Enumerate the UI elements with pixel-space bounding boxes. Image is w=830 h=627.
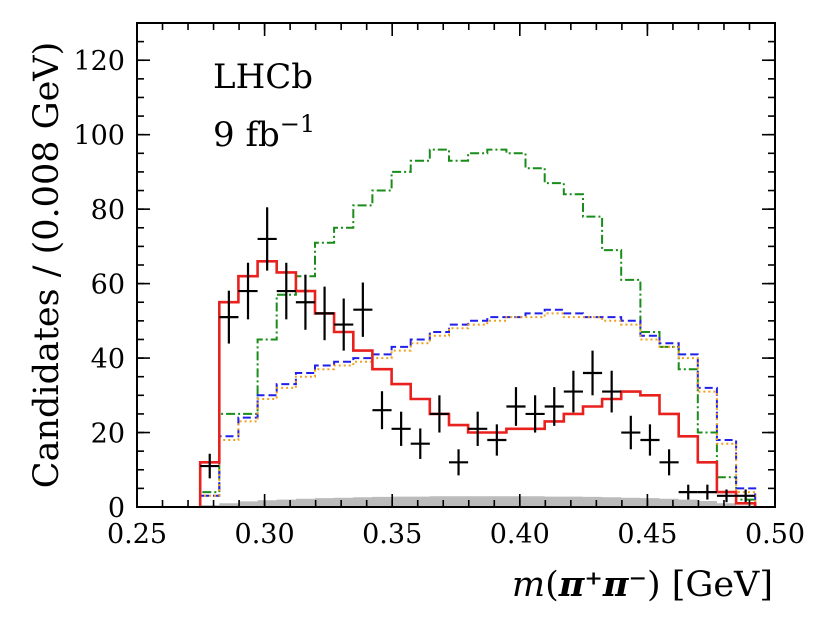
luminosity-value: 9 fb xyxy=(213,115,280,155)
data-points-layer xyxy=(200,207,756,503)
data-point xyxy=(621,415,641,450)
data-point xyxy=(582,350,603,396)
histogram-dash-dot xyxy=(199,148,757,507)
data-point xyxy=(640,424,660,456)
experiment-label: LHCb xyxy=(213,57,313,97)
data-point xyxy=(448,449,469,476)
x-axis-variable: m xyxy=(512,565,545,605)
x-tick-label: 0.30 xyxy=(235,519,295,550)
data-point xyxy=(391,411,411,446)
data-point xyxy=(219,290,239,344)
data-point xyxy=(525,395,545,433)
x-tick-label: 0.25 xyxy=(107,519,167,550)
data-point xyxy=(200,453,220,479)
y-tick-label: 80 xyxy=(91,195,125,226)
data-point xyxy=(295,274,316,330)
y-axis-title: Candidates / (0.008 GeV) xyxy=(27,42,67,488)
data-point xyxy=(678,484,698,500)
data-point xyxy=(602,370,622,413)
y-tick-label: 20 xyxy=(91,419,125,450)
y-tick-label: 40 xyxy=(91,344,125,375)
data-point xyxy=(487,424,507,456)
data-point xyxy=(563,370,583,413)
data-point xyxy=(315,286,335,341)
data-point xyxy=(353,282,373,337)
luminosity-exponent: −1 xyxy=(280,110,315,138)
data-point xyxy=(544,387,564,426)
y-tick-label: 0 xyxy=(108,493,125,524)
data-point xyxy=(659,449,679,476)
x-tick-label: 0.40 xyxy=(490,519,550,550)
x-tick-label: 0.35 xyxy=(362,519,422,550)
data-point xyxy=(716,489,737,503)
x-axis-unit: [GeV] xyxy=(661,565,773,605)
tick-labels: 0.25 0.30 0.35 0.40 0.45 0.50 0 20 40 60 80 100 120 xyxy=(73,46,805,550)
y-tick-label: 60 xyxy=(91,270,125,301)
histogram-dashed xyxy=(199,308,757,507)
data-point xyxy=(276,262,296,320)
data-point xyxy=(736,489,756,503)
x-tick-label: 0.50 xyxy=(745,519,805,550)
data-point xyxy=(429,395,449,433)
data-point xyxy=(697,484,717,500)
data-point xyxy=(468,411,488,446)
histogram-filled-background xyxy=(200,496,756,507)
data-point xyxy=(257,207,277,271)
x-axis-open-paren: ( xyxy=(545,565,559,605)
data-point xyxy=(506,387,526,426)
x-axis-title: m(π⁺π⁻) [GeV] xyxy=(512,564,773,605)
data-point xyxy=(334,298,354,351)
x-axis-particles: π⁺π⁻ xyxy=(558,564,647,605)
luminosity-label: 9 fb−1 xyxy=(213,110,315,155)
x-axis-close-paren: ) xyxy=(647,565,661,605)
x-tick-label: 0.45 xyxy=(617,519,677,550)
data-point xyxy=(238,262,258,320)
data-point xyxy=(410,428,430,459)
axis-ticks xyxy=(136,22,776,508)
histogram-dotted xyxy=(199,312,757,507)
y-tick-label: 120 xyxy=(73,46,125,77)
histogram-layer xyxy=(198,148,757,507)
y-tick-label: 100 xyxy=(73,121,125,152)
data-point xyxy=(372,391,392,430)
